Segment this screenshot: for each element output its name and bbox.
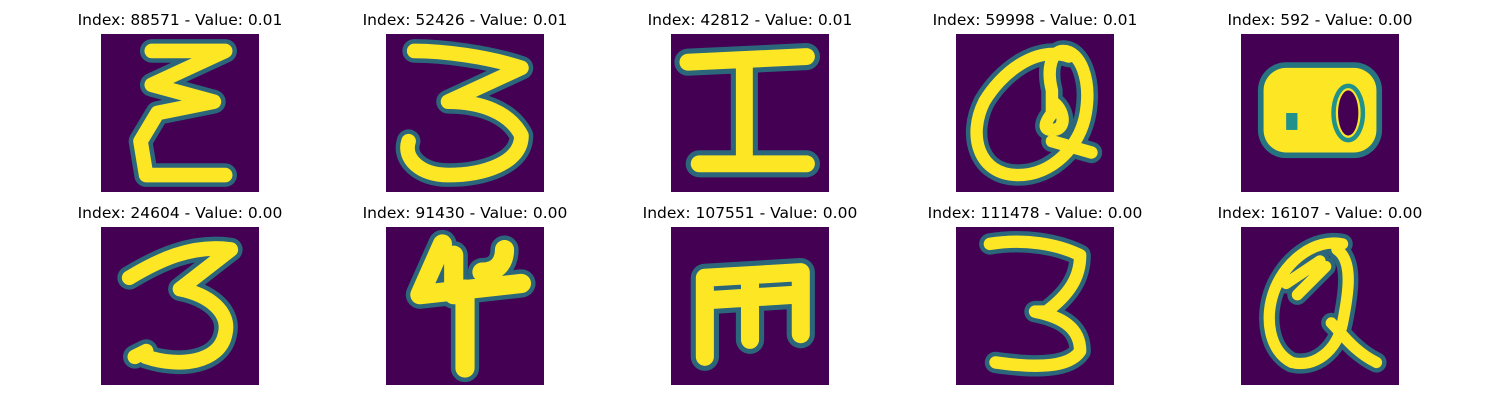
- panel-title: Index: 16107 - Value: 0.00: [1217, 204, 1423, 222]
- glyph-at-q-icon: [956, 34, 1114, 192]
- panel-title: Index: 91430 - Value: 0.00: [362, 204, 568, 222]
- panel-title: Index: 88571 - Value: 0.01: [77, 11, 283, 29]
- panel-title: Index: 111478 - Value: 0.00: [927, 204, 1143, 222]
- sample-image: [101, 227, 259, 385]
- sample-image: [101, 34, 259, 192]
- glyph-three-icon: [101, 227, 259, 385]
- sample-image: [1241, 227, 1399, 385]
- panel-title: Index: 107551 - Value: 0.00: [642, 204, 858, 222]
- glyph-four-icon: [386, 227, 544, 385]
- panel-title: Index: 52426 - Value: 0.01: [362, 11, 568, 29]
- panel-title: Index: 592 - Value: 0.00: [1227, 11, 1413, 29]
- glyph-at-q-icon: [1241, 227, 1399, 385]
- sample-image: [671, 34, 829, 192]
- glyph-epsilon-icon: [101, 34, 259, 192]
- glyph-capital-i-icon: [671, 34, 829, 192]
- sample-image: [956, 34, 1114, 192]
- sample-image: [386, 227, 544, 385]
- glyph-three-icon: [386, 34, 544, 192]
- glyph-blob-eight-icon: [1241, 34, 1399, 192]
- glyph-m-icon: [671, 227, 829, 385]
- glyph-three-icon: [956, 227, 1114, 385]
- panel-title: Index: 24604 - Value: 0.00: [77, 204, 283, 222]
- panel-title: Index: 59998 - Value: 0.01: [932, 11, 1138, 29]
- panel-title: Index: 42812 - Value: 0.01: [647, 11, 853, 29]
- sample-image: [956, 227, 1114, 385]
- sample-image: [386, 34, 544, 192]
- sample-image: [1241, 34, 1399, 192]
- sample-image: [671, 227, 829, 385]
